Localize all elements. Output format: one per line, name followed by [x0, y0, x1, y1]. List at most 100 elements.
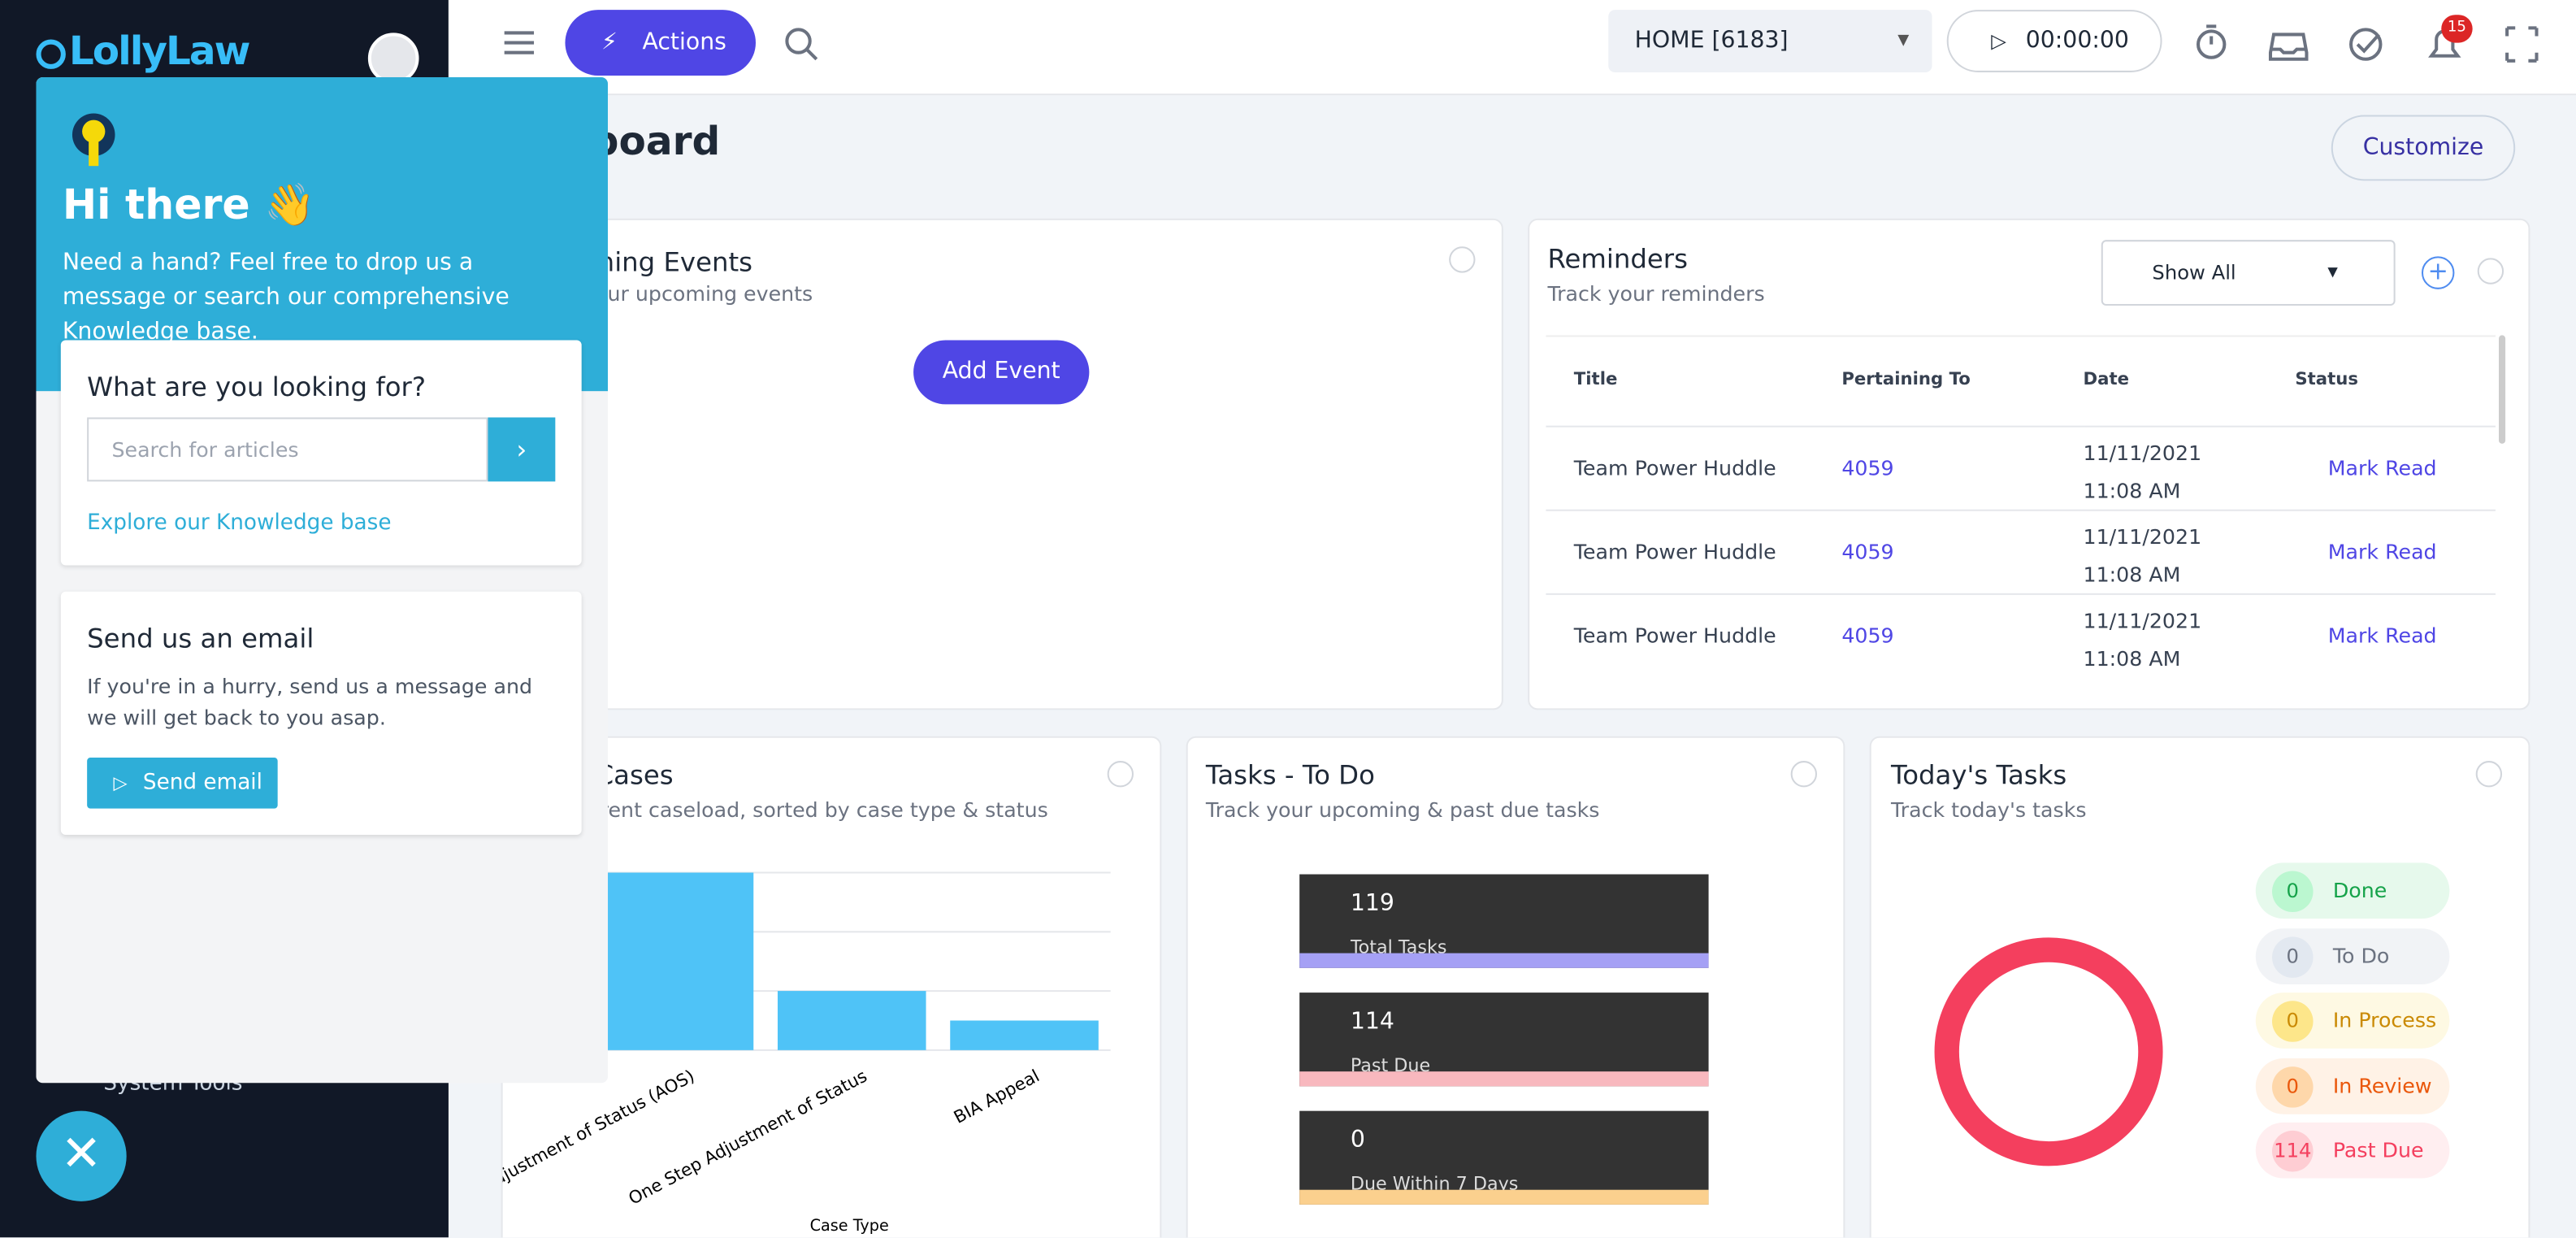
- donut-segment: [1934, 937, 2163, 1166]
- info-icon: [1449, 246, 1476, 273]
- email-button[interactable]: ▷ Send email: [87, 758, 278, 809]
- task-count: 114: [1350, 1009, 1394, 1036]
- email-box: Send us an email If you're in a hurry, s…: [60, 591, 582, 836]
- card-title: Reminders: [1547, 243, 1688, 275]
- events-card: Upcoming Events Track your upcoming even…: [501, 218, 1503, 710]
- topbar: [448, 0, 2576, 96]
- toolbar-icons[interactable]: [2185, 20, 2547, 69]
- today-card: Today's Tasks Track today's tasks 0 Done 0…: [1869, 736, 2530, 1238]
- status-label: In Review: [2332, 1072, 2432, 1097]
- card-subtitle: Track your upcoming & past due tasks: [1205, 797, 1600, 822]
- bar: [777, 991, 926, 1050]
- reminder-title: Team Power Huddle: [1573, 623, 1776, 648]
- status-count: 0: [2272, 936, 2314, 977]
- email-text: If you're in a hurry, send us a message …: [87, 673, 532, 730]
- status-count: 114: [2272, 1130, 2314, 1172]
- status-label: Past Due: [2332, 1137, 2424, 1162]
- row-divider: [1546, 425, 2496, 428]
- search-input[interactable]: Search for articles: [87, 417, 488, 482]
- widget-header: [36, 77, 609, 392]
- avatar: [367, 33, 419, 85]
- task-summary: 114 Past Due: [1299, 993, 1709, 1087]
- status-pill: 0 Done: [2255, 862, 2450, 919]
- row-divider: [1546, 593, 2496, 595]
- task-label: Total Tasks: [1350, 936, 1447, 955]
- reminders-card: Reminders Track your reminders Show All ▼…: [1528, 218, 2530, 710]
- workspace-label: HOME [6183]: [1634, 28, 1789, 54]
- status-count: 0: [2272, 871, 2314, 913]
- column-header: Pertaining To: [1841, 369, 1971, 390]
- timer[interactable]: ▷ 00:00:00: [1946, 10, 2162, 72]
- widget-logo: [72, 113, 115, 167]
- search-box: What are you looking for? Search for art…: [60, 340, 582, 566]
- mark-read[interactable]: Mark Read: [2327, 623, 2437, 648]
- status-pill: 114 Past Due: [2255, 1122, 2450, 1179]
- donut-chart: [1934, 937, 2163, 1166]
- greeting: Hi there 👋: [62, 180, 316, 229]
- timer-label: 00:00:00: [2025, 28, 2129, 54]
- filter-select[interactable]: Show All ▼: [2101, 240, 2396, 306]
- bar-chart: Adjustment of Status (AOS)One Step Adjus…: [503, 871, 1111, 1235]
- customize-button[interactable]: Customize: [2331, 115, 2516, 181]
- pertaining-link[interactable]: 4059: [1841, 539, 1894, 564]
- search-title: What are you looking for?: [87, 371, 426, 403]
- info-icon: [2475, 761, 2503, 788]
- reminders-table: Title Pertaining To Date Status Team Power H…: [1546, 335, 2496, 682]
- bar: [950, 1020, 1099, 1050]
- card-subtitle: Track today's tasks: [1890, 797, 2087, 822]
- search-submit[interactable]: ›: [488, 417, 556, 482]
- workspace-select[interactable]: HOME [6183] ▼: [1608, 10, 1932, 72]
- info-icon: [1107, 761, 1134, 788]
- reminder-title: Team Power Huddle: [1573, 455, 1776, 480]
- card-title: Tasks - To Do: [1205, 759, 1375, 791]
- menu-icon[interactable]: [503, 28, 536, 57]
- task-label: Due Within 7 Days: [1350, 1173, 1519, 1192]
- add-icon[interactable]: +: [2421, 256, 2455, 289]
- info-icon: [2477, 258, 2504, 285]
- info-icon: [1790, 761, 1817, 788]
- task-bar: [1299, 1071, 1709, 1087]
- search-icon[interactable]: [783, 26, 819, 62]
- close-widget[interactable]: ✕: [36, 1110, 127, 1201]
- status-pill: 0 To Do: [2255, 927, 2450, 984]
- x-axis-title: Case Type: [810, 1216, 889, 1235]
- column-header: Date: [2083, 369, 2130, 390]
- pertaining-link[interactable]: 4059: [1841, 455, 1894, 480]
- reminder-date: 11/11/2021 11:08 AM: [2083, 523, 2202, 587]
- add-event-button[interactable]: Add Event: [913, 340, 1090, 405]
- status-count: 0: [2272, 1066, 2314, 1107]
- pertaining-link[interactable]: 4059: [1841, 623, 1894, 648]
- status-pill: 0 In Review: [2255, 1057, 2450, 1114]
- card-subtitle: Track your reminders: [1547, 280, 1765, 306]
- status-label: In Process: [2332, 1007, 2437, 1032]
- help-widget: Hi there 👋 Need a hand? Feel free to dro…: [36, 77, 609, 1084]
- logo-text: LollyLaw: [68, 28, 250, 74]
- task-label: Past Due: [1350, 1054, 1431, 1074]
- status-label: Done: [2332, 877, 2387, 902]
- mark-read[interactable]: Mark Read: [2327, 539, 2437, 564]
- task-count: 0: [1350, 1127, 1365, 1154]
- status-label: To Do: [2332, 942, 2390, 967]
- status-count: 0: [2272, 1001, 2314, 1042]
- mark-read[interactable]: Mark Read: [2327, 455, 2437, 480]
- reminder-date: 11/11/2021 11:08 AM: [2083, 440, 2202, 503]
- bar: [605, 872, 754, 1050]
- task-bar: [1299, 953, 1709, 968]
- x-tick-label: BIA Appeal: [951, 1066, 1043, 1127]
- reminder-title: Team Power Huddle: [1573, 539, 1776, 564]
- status-pill: 0 In Process: [2255, 993, 2450, 1049]
- actions-button[interactable]: ⚡ Actions: [565, 10, 756, 76]
- task-summary: 0 Due Within 7 Days: [1299, 1110, 1709, 1205]
- actions-label: Actions: [642, 29, 726, 56]
- task-summary: 119 Total Tasks: [1299, 874, 1709, 968]
- tasks-card: Tasks - To Do Track your upcoming & past…: [1186, 736, 1845, 1238]
- email-button-label: Send email: [142, 771, 262, 796]
- column-header: Status: [2295, 369, 2358, 390]
- logo: LollyLaw: [36, 28, 250, 74]
- task-count: 119: [1350, 890, 1394, 918]
- explore-link[interactable]: Explore our Knowledge base: [87, 510, 392, 536]
- intro: Need a hand? Feel free to drop us a mess…: [62, 250, 510, 345]
- column-header: Title: [1573, 369, 1618, 390]
